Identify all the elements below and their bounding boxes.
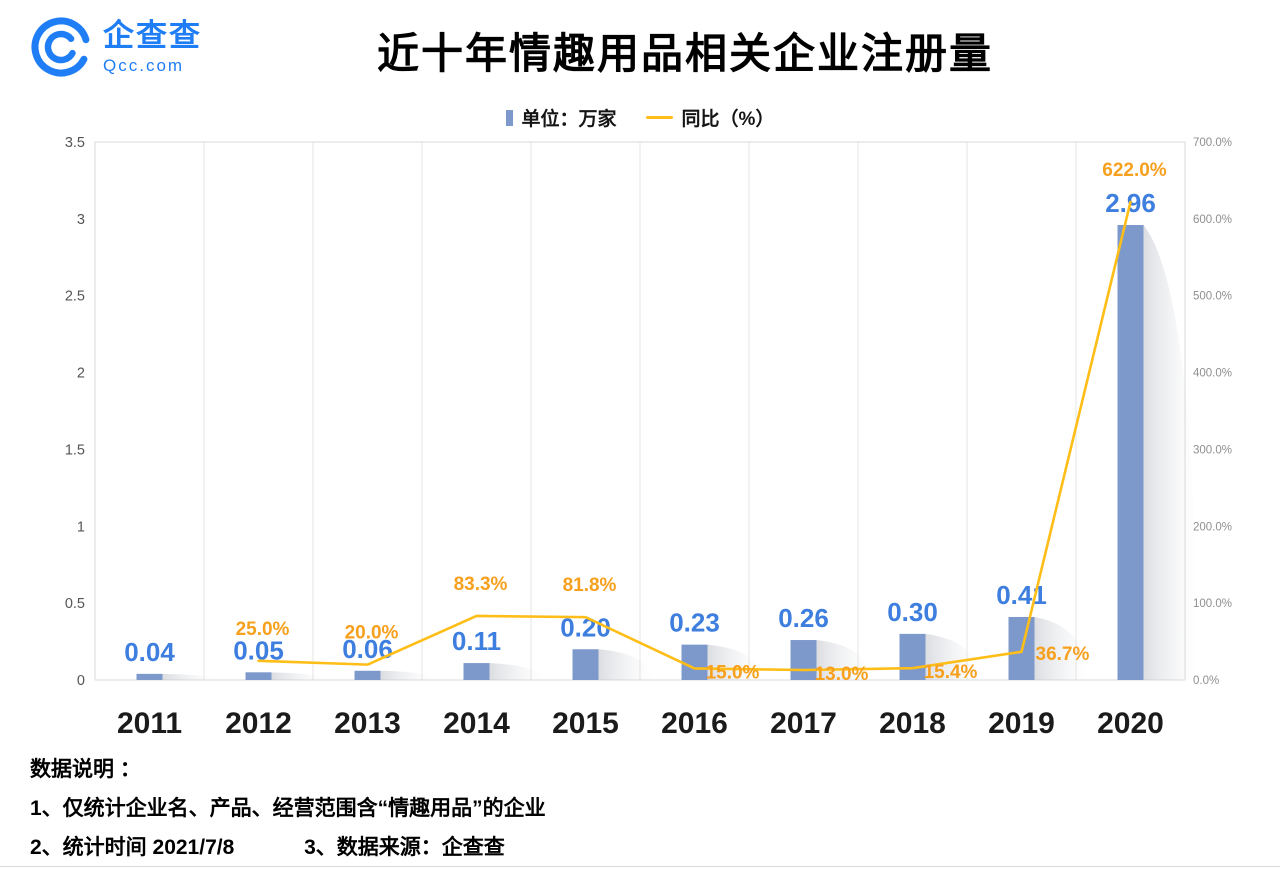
line-value-label: 36.7% [1036,644,1090,665]
qcc-logo-icon [31,17,91,77]
line-value-label: 20.0% [345,623,399,644]
x-axis-label: 2015 [552,707,619,740]
x-axis-label: 2016 [661,707,728,740]
bar-shadow [1143,225,1198,680]
right-axis-tick: 100.0% [1193,598,1232,610]
right-axis-tick: 500.0% [1193,291,1232,303]
x-axis-label: 2018 [879,707,946,740]
bar-value-label: 0.41 [996,580,1047,610]
x-axis-label: 2020 [1097,707,1164,740]
bar-value-label: 0.23 [669,608,720,638]
right-axis-tick: 600.0% [1193,214,1232,226]
x-axis-label: 2014 [443,707,510,740]
right-axis-tick: 400.0% [1193,368,1232,380]
bar-value-label: 0.30 [887,597,938,627]
line-value-label: 25.0% [236,619,290,640]
qcc-logo: 企查查 Qcc.com [28,14,202,80]
x-axis-label: 2019 [988,707,1055,740]
bar-value-label: 0.04 [124,637,175,667]
left-axis-tick: 3 [77,212,85,228]
page-title: 近十年情趣用品相关企业注册量 [376,30,993,77]
right-axis-tick: 300.0% [1193,444,1232,456]
bar-2015 [572,649,599,680]
left-axis-tick: 2.5 [65,289,85,305]
bar-2013 [354,670,381,680]
line-value-label: 15.4% [924,662,978,683]
bar-shadow [925,633,980,680]
footnote-row: 2、统计时间 2021/7/8 3、数据来源：企查查 [30,828,546,867]
footnote-line3: 3、数据来源：企查查 [304,836,505,859]
yoy-line [257,200,1132,672]
left-axis-tick: 3.5 [65,135,85,151]
bar-value-label: 0.11 [452,626,501,656]
x-axis-label: 2012 [225,707,292,740]
bar-shadow [489,663,544,680]
right-axis-tick: 700.0% [1193,137,1232,149]
x-axis-label: 2017 [770,707,837,740]
left-axis-tick: 2 [77,366,85,382]
line-series-label: 同比（%） [681,109,775,130]
bar-shadow [380,670,435,680]
line-value-label: 622.0% [1102,160,1167,181]
bar-value-label: 0.26 [778,603,829,633]
left-axis-tick: 1 [77,519,85,535]
bar-shadow [598,649,653,680]
bar-2020 [1117,225,1144,680]
right-axis-tick: 200.0% [1193,521,1232,533]
chart-legend: 单位：万家 同比（%） [0,104,1280,131]
bar-shadow [1034,616,1089,680]
line-value-label: 83.3% [454,574,508,595]
bar-2018 [899,633,926,680]
bar-2016 [681,644,708,680]
bar-shadow [707,644,762,680]
x-axis-label: 2011 [117,707,182,740]
footnotes: 数据说明 ： 1、仅统计企业名、产品、经营范围含“情趣用品”的企业 2、统计时间… [30,750,546,867]
line-value-label: 13.0% [815,664,869,685]
footnote-line1: 1、仅统计企业名、产品、经营范围含“情趣用品”的企业 [30,797,546,820]
bottom-divider [0,866,1280,867]
bar-2017 [790,640,817,680]
bar-2011 [136,673,163,680]
line-series-swatch-icon [645,116,673,119]
line-value-label: 15.0% [706,662,760,683]
bar-2012 [245,672,272,680]
footnote-heading: 数据说明 ： [30,758,141,781]
right-axis-tick: 0.0% [1193,675,1219,687]
bar-shadow [271,672,326,680]
bar-shadow [162,673,217,680]
x-axis-label: 2013 [334,707,401,740]
line-value-label: 81.8% [563,575,617,596]
left-axis-tick: 0 [77,673,85,689]
left-axis-tick: 0.5 [65,596,85,612]
bar-2014 [463,663,490,680]
left-axis-tick: 1.5 [65,442,85,458]
brand-name: 企查查 [103,17,202,53]
footnote-line2: 2、统计时间 2021/7/8 [30,836,235,859]
brand-domain: Qcc.com [103,55,185,75]
bar-series-label: 单位：万家 [521,109,617,130]
brand-text: 企查查 Qcc.com [103,17,202,76]
bar-series-swatch-icon [505,109,513,126]
bar-value-label: 0.06 [342,634,393,664]
